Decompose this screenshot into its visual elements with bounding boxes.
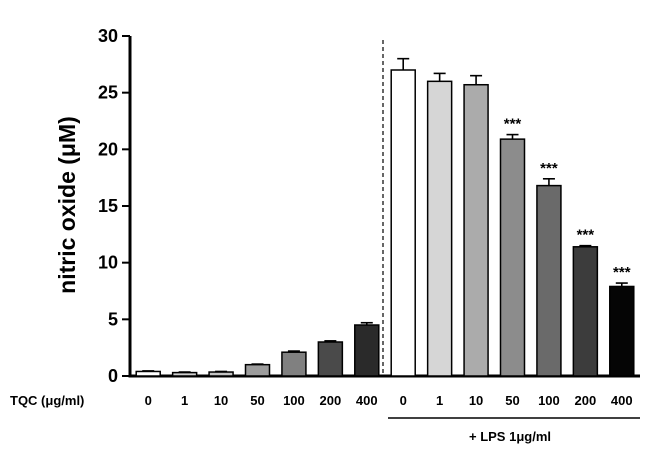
bar [426, 80, 453, 377]
significance-marker: *** [577, 227, 595, 244]
x-tick-label: 50 [250, 393, 264, 408]
x-tick-label: 100 [538, 393, 560, 408]
y-tick-label: 25 [98, 83, 118, 103]
x-tick-label: 100 [283, 393, 305, 408]
y-tick-label: 15 [98, 196, 118, 216]
bar [390, 69, 416, 377]
bar [244, 363, 271, 377]
bar [572, 246, 599, 377]
bar [317, 341, 344, 377]
significance-marker: *** [504, 116, 522, 133]
bar [536, 184, 562, 377]
x-tick-label: 10 [214, 393, 228, 408]
bar [609, 285, 635, 377]
x-tick-label: 400 [611, 393, 633, 408]
bar [171, 371, 198, 377]
significance-group: *** *** *** *** [504, 116, 631, 281]
x-tick-label: 1 [436, 393, 443, 408]
significance-marker: *** [613, 264, 631, 281]
x-tick-label: 200 [575, 393, 597, 408]
x-tick-label: 200 [320, 393, 342, 408]
lps-group-label: + LPS 1μg/ml [469, 429, 551, 444]
y-tick-label: 30 [98, 26, 118, 46]
x-tick-label: 10 [469, 393, 483, 408]
bar [354, 324, 380, 377]
bar [135, 370, 161, 377]
y-axis-label: nitric oxide (μM) [54, 116, 80, 294]
bar [499, 138, 526, 377]
bars-group [135, 69, 635, 377]
bar [208, 371, 234, 377]
y-tick-label: 5 [108, 309, 118, 329]
x-tick-label: 400 [356, 393, 378, 408]
x-tick-label: 0 [145, 393, 152, 408]
x-tick-label: 1 [181, 393, 188, 408]
x-tick-label: 50 [505, 393, 519, 408]
x-tick-label: 0 [400, 393, 407, 408]
y-tick-label: 20 [98, 139, 118, 159]
error-bars-group [142, 57, 628, 373]
bar [281, 351, 307, 377]
y-tick-label: 10 [98, 253, 118, 273]
x-axis-label: TQC (μg/ml) [10, 393, 84, 408]
x-tick-labels: 0 1 10 50 100 200 400 0 1 10 50 100 200 400 [145, 393, 633, 408]
significance-marker: *** [540, 160, 558, 177]
y-tick-label: 0 [108, 366, 118, 386]
bar [463, 83, 489, 377]
